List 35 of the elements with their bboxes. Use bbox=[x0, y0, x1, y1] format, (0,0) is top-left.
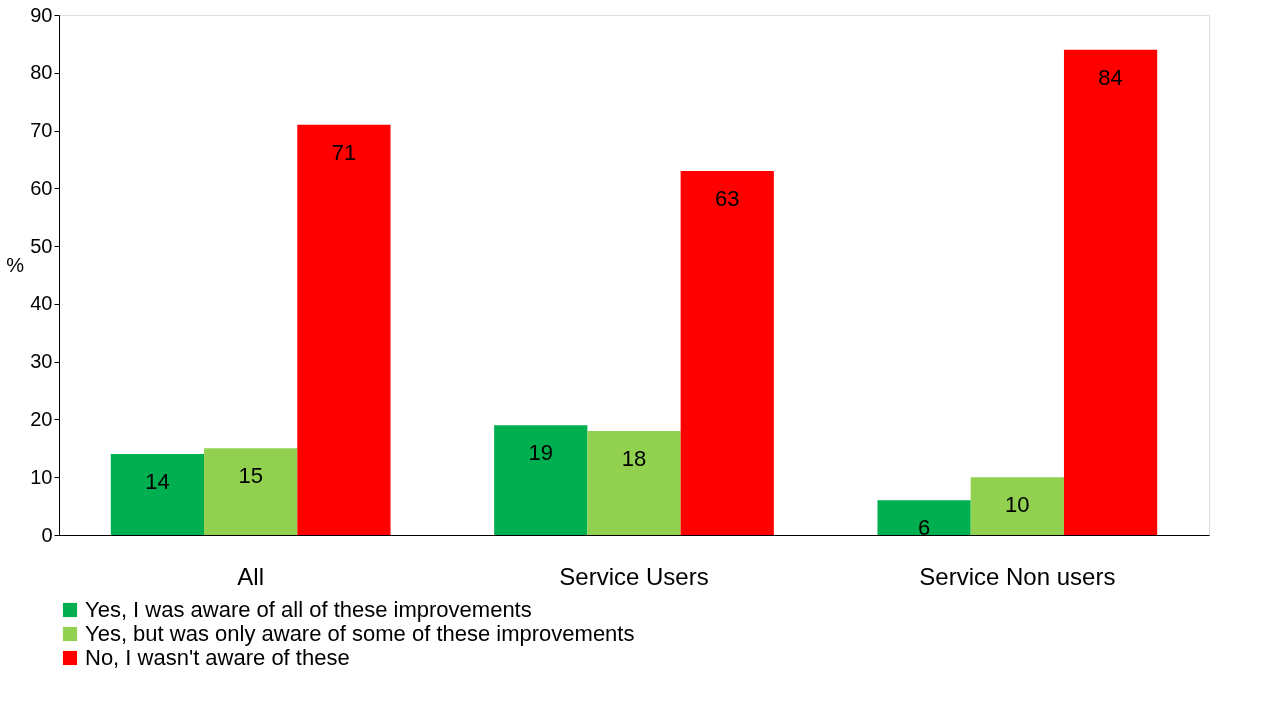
data-label: 15 bbox=[238, 463, 263, 489]
x-tick-label: All bbox=[237, 562, 264, 590]
data-label: 84 bbox=[1098, 64, 1123, 90]
y-tick-label: 70 bbox=[30, 119, 53, 142]
y-tick-label: 0 bbox=[41, 523, 53, 546]
data-label: 71 bbox=[331, 139, 357, 165]
data-label: 10 bbox=[1005, 492, 1030, 518]
bar bbox=[877, 500, 971, 535]
legend-label: Yes, I was aware of all of these improvements bbox=[85, 597, 532, 622]
y-tick-label: 50 bbox=[30, 234, 53, 257]
legend-label: No, I wasn't aware of these bbox=[85, 645, 350, 670]
data-label: 6 bbox=[917, 515, 931, 541]
y-tick-label: 80 bbox=[30, 61, 53, 84]
y-tick-label: 90 bbox=[30, 3, 53, 26]
bar bbox=[204, 448, 298, 535]
bar bbox=[110, 454, 205, 535]
bar bbox=[587, 431, 681, 535]
y-axis-title: % bbox=[6, 253, 25, 276]
x-tick-label: Service Non users bbox=[919, 562, 1116, 590]
y-tick-label: 60 bbox=[30, 176, 53, 199]
bar bbox=[297, 124, 391, 535]
bar bbox=[494, 425, 588, 535]
y-tick-label: 30 bbox=[30, 350, 53, 373]
data-label: 19 bbox=[528, 440, 553, 466]
bar bbox=[1063, 49, 1158, 535]
data-label: 18 bbox=[621, 446, 647, 471]
data-label: 14 bbox=[145, 469, 170, 495]
data-label: 63 bbox=[715, 186, 740, 211]
legend-label: Yes, but was only aware of some of these improvements bbox=[85, 621, 635, 646]
y-tick-label: 40 bbox=[30, 292, 53, 315]
bar bbox=[970, 477, 1064, 535]
x-tick-label: Service Users bbox=[559, 562, 709, 590]
y-tick-label: 20 bbox=[30, 407, 53, 430]
y-tick-label: 10 bbox=[30, 465, 53, 488]
bar bbox=[680, 171, 774, 535]
